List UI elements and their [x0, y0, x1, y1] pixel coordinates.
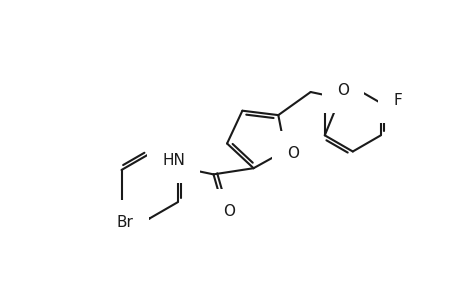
Text: Br: Br [116, 215, 133, 230]
Text: O: O [286, 146, 298, 161]
Text: O: O [336, 83, 348, 98]
Text: F: F [392, 93, 401, 108]
Text: O: O [223, 204, 235, 219]
Text: HN: HN [162, 153, 185, 168]
